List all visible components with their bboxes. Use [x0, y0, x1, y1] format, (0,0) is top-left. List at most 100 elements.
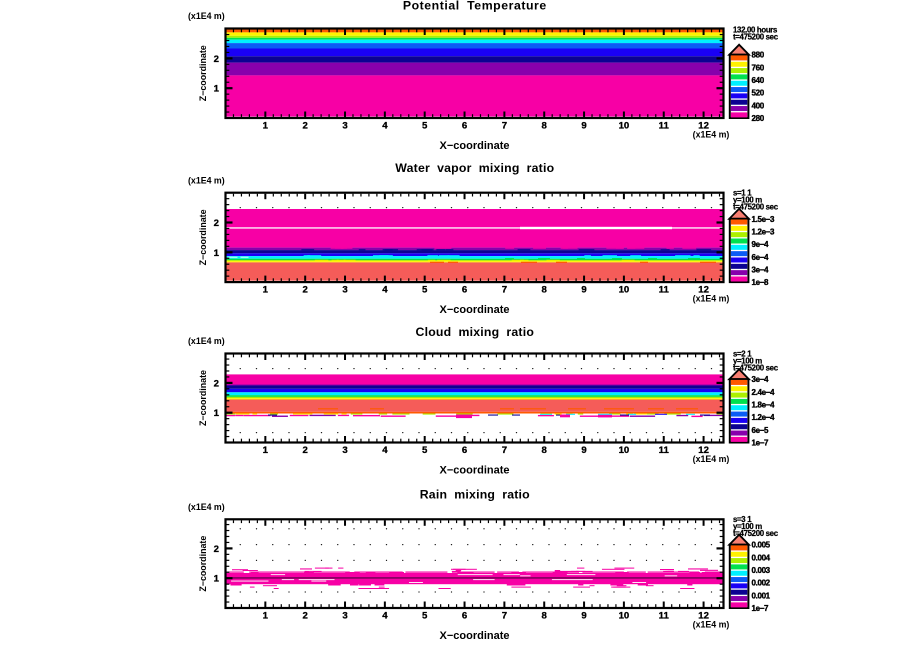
- svg-text:11: 11: [659, 445, 670, 456]
- svg-text:Z−coordinate: Z−coordinate: [198, 45, 208, 101]
- svg-text:(x1E4 m): (x1E4 m): [693, 130, 730, 140]
- svg-text:s=1 1: s=1 1: [733, 189, 752, 198]
- svg-text:8: 8: [542, 445, 548, 456]
- svg-text:t=475200 sec: t=475200 sec: [733, 33, 779, 42]
- svg-text:1.8e−4: 1.8e−4: [752, 401, 775, 410]
- svg-text:2: 2: [303, 121, 308, 132]
- svg-text:y=100 m: y=100 m: [733, 357, 762, 366]
- svg-text:1: 1: [263, 445, 269, 456]
- svg-text:3e−4: 3e−4: [752, 375, 770, 384]
- svg-text:7: 7: [502, 121, 507, 132]
- svg-text:(x1E4 m): (x1E4 m): [693, 454, 730, 464]
- svg-text:8: 8: [542, 121, 548, 132]
- svg-text:(x1E4 m): (x1E4 m): [693, 620, 730, 630]
- svg-text:0.001: 0.001: [752, 591, 771, 600]
- svg-text:5: 5: [422, 445, 428, 456]
- svg-text:3: 3: [342, 285, 347, 296]
- svg-text:Cloud mixing ratio: Cloud mixing ratio: [416, 325, 535, 339]
- svg-text:760: 760: [752, 63, 765, 72]
- svg-text:(x1E4 m): (x1E4 m): [188, 11, 225, 21]
- svg-text:1: 1: [214, 408, 220, 419]
- svg-text:5: 5: [422, 121, 428, 132]
- svg-text:t=475200 sec: t=475200 sec: [733, 203, 779, 212]
- svg-text:9e−4: 9e−4: [752, 240, 770, 249]
- svg-text:11: 11: [659, 121, 670, 132]
- svg-text:520: 520: [752, 89, 765, 98]
- svg-text:3: 3: [342, 121, 347, 132]
- svg-text:1: 1: [263, 611, 269, 622]
- svg-text:7: 7: [502, 285, 507, 296]
- svg-text:640: 640: [752, 76, 765, 85]
- svg-text:1: 1: [214, 84, 220, 95]
- svg-text:12: 12: [698, 445, 709, 456]
- svg-text:Z−coordinate: Z−coordinate: [198, 536, 208, 592]
- svg-text:(x1E4 m): (x1E4 m): [188, 336, 225, 346]
- svg-text:132.00 hours: 132.00 hours: [733, 26, 778, 35]
- svg-text:Water vapor mixing ratio: Water vapor mixing ratio: [395, 161, 554, 175]
- svg-text:6: 6: [462, 445, 467, 456]
- svg-text:12: 12: [698, 121, 709, 132]
- svg-text:s=3 1: s=3 1: [733, 515, 752, 524]
- svg-text:4: 4: [382, 445, 388, 456]
- svg-text:8: 8: [542, 611, 548, 622]
- svg-text:1: 1: [214, 248, 220, 259]
- svg-text:12: 12: [698, 285, 709, 296]
- svg-text:Rain mixing ratio: Rain mixing ratio: [420, 488, 530, 502]
- svg-text:9: 9: [581, 611, 586, 622]
- svg-text:9: 9: [581, 121, 586, 132]
- svg-text:6: 6: [462, 285, 467, 296]
- svg-text:X−coordinate: X−coordinate: [440, 630, 510, 642]
- svg-text:400: 400: [752, 101, 765, 110]
- svg-text:280: 280: [752, 114, 765, 123]
- svg-text:(x1E4 m): (x1E4 m): [188, 175, 225, 185]
- svg-text:5: 5: [422, 611, 428, 622]
- svg-text:Z−coordinate: Z−coordinate: [198, 370, 208, 426]
- svg-text:3: 3: [342, 445, 347, 456]
- svg-text:s=2 1: s=2 1: [733, 350, 752, 359]
- svg-text:X−coordinate: X−coordinate: [440, 140, 510, 152]
- svg-text:880: 880: [752, 51, 765, 60]
- svg-text:2: 2: [214, 544, 219, 555]
- svg-text:1: 1: [214, 574, 220, 585]
- svg-text:11: 11: [659, 285, 670, 296]
- svg-text:7: 7: [502, 445, 507, 456]
- svg-text:1e−7: 1e−7: [752, 604, 770, 613]
- svg-text:1.5e−3: 1.5e−3: [752, 215, 775, 224]
- svg-text:6: 6: [462, 121, 467, 132]
- svg-text:t=475200 sec: t=475200 sec: [733, 364, 779, 373]
- svg-text:4: 4: [382, 611, 388, 622]
- svg-text:2: 2: [303, 445, 308, 456]
- svg-text:4: 4: [382, 285, 388, 296]
- svg-text:8: 8: [542, 285, 548, 296]
- svg-text:t=475200 sec: t=475200 sec: [733, 529, 779, 538]
- svg-text:1e−7: 1e−7: [752, 439, 770, 448]
- svg-text:Potential Temperature: Potential Temperature: [403, 0, 547, 13]
- svg-text:4: 4: [382, 121, 388, 132]
- svg-text:3e−4: 3e−4: [752, 265, 770, 274]
- svg-text:0.004: 0.004: [752, 553, 771, 562]
- svg-text:1.2e−4: 1.2e−4: [752, 413, 775, 422]
- svg-text:6: 6: [462, 611, 467, 622]
- svg-text:2: 2: [303, 285, 308, 296]
- svg-text:0.002: 0.002: [752, 579, 771, 588]
- svg-text:(x1E4 m): (x1E4 m): [693, 294, 730, 304]
- svg-text:y=100 m: y=100 m: [733, 196, 762, 205]
- svg-text:Z−coordinate: Z−coordinate: [198, 209, 208, 265]
- svg-text:9: 9: [581, 445, 586, 456]
- svg-text:X−coordinate: X−coordinate: [440, 304, 510, 316]
- svg-text:2: 2: [303, 611, 308, 622]
- svg-text:1: 1: [263, 121, 269, 132]
- svg-text:y=100 m: y=100 m: [733, 522, 762, 531]
- svg-text:3: 3: [342, 611, 347, 622]
- svg-text:2: 2: [214, 54, 219, 65]
- svg-text:10: 10: [619, 121, 630, 132]
- svg-text:(x1E4 m): (x1E4 m): [188, 502, 225, 512]
- svg-text:9: 9: [581, 285, 586, 296]
- svg-text:2: 2: [214, 378, 219, 389]
- svg-text:2.4e−4: 2.4e−4: [752, 388, 775, 397]
- svg-text:0.003: 0.003: [752, 566, 771, 575]
- svg-text:10: 10: [619, 445, 630, 456]
- svg-text:1.2e−3: 1.2e−3: [752, 227, 775, 236]
- svg-text:1e−8: 1e−8: [752, 278, 770, 287]
- svg-text:X−coordinate: X−coordinate: [440, 465, 510, 477]
